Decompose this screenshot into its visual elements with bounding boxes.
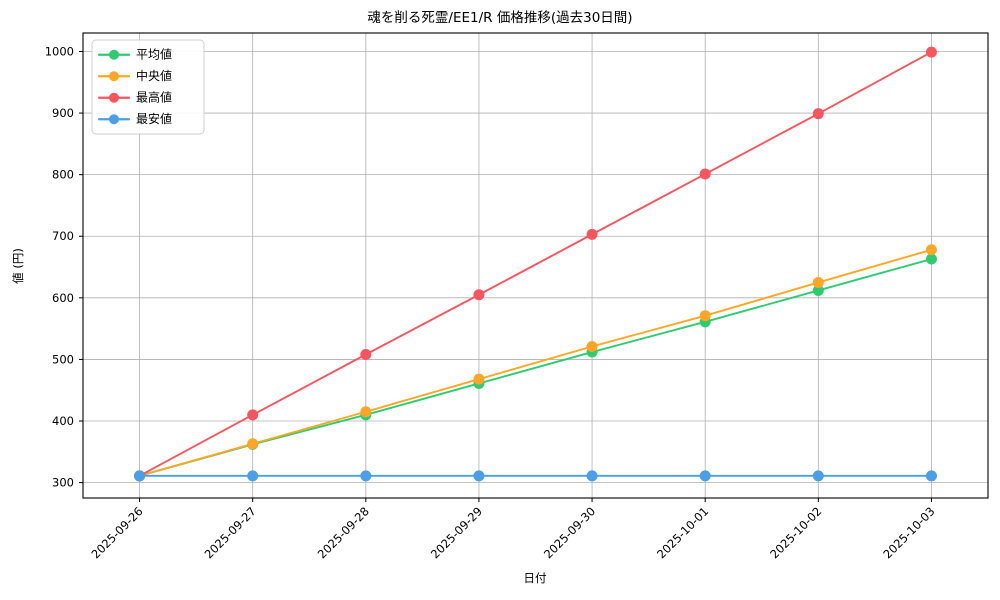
- series-line: [138, 258, 933, 477]
- data-point: [586, 470, 598, 482]
- legend-marker-icon: [109, 92, 119, 103]
- series-line: [138, 51, 933, 477]
- data-point: [925, 470, 937, 482]
- data-point: [925, 46, 937, 58]
- y-tick-label: 300: [52, 476, 74, 490]
- data-point: [473, 373, 485, 385]
- series-3: [134, 46, 937, 482]
- data-point: [247, 470, 259, 482]
- data-point: [360, 349, 372, 360]
- x-tick-label: 2025-09-30: [541, 504, 598, 561]
- legend-marker-icon: [109, 71, 119, 82]
- legend-marker-icon: [109, 49, 119, 60]
- data-point: [699, 470, 711, 482]
- data-point: [247, 438, 259, 450]
- y-axis-ticks: 300 400 500 600 700 800 900 1000: [45, 44, 83, 490]
- data-point: [925, 244, 937, 256]
- legend-label: 最安値: [136, 111, 172, 126]
- x-tick-label: 2025-09-27: [202, 504, 259, 561]
- data-point: [586, 340, 598, 352]
- x-axis-label: 日付: [524, 571, 547, 585]
- x-tick-label: 2025-09-28: [315, 504, 372, 561]
- series-line: [138, 248, 933, 477]
- series-2: [134, 244, 937, 482]
- y-tick-label: 1000: [45, 44, 74, 58]
- x-tick-label: 2025-10-01: [654, 504, 711, 561]
- plot-frame: [82, 32, 989, 499]
- gridlines: [83, 33, 988, 498]
- legend-label: 最高値: [136, 89, 172, 104]
- legend-item-4[interactable]: 最安値: [97, 111, 172, 126]
- y-tick-label: 600: [52, 291, 74, 305]
- y-tick-label: 700: [52, 229, 74, 243]
- y-tick-label: 500: [52, 352, 74, 366]
- y-axis-label: 値 (円): [11, 248, 25, 284]
- x-tick-label: 2025-10-03: [880, 504, 937, 561]
- y-tick-label: 800: [52, 168, 74, 182]
- data-point: [586, 228, 598, 240]
- data-point: [812, 276, 824, 288]
- legend-item-3[interactable]: 最高値: [97, 89, 172, 104]
- data-point: [247, 409, 259, 421]
- data-point: [699, 310, 711, 322]
- data-point: [360, 470, 372, 482]
- x-tick-label: 2025-09-29: [428, 504, 485, 561]
- data-point: [360, 406, 372, 418]
- series-4: [134, 470, 937, 482]
- data-point: [812, 108, 824, 120]
- data-point: [925, 253, 937, 265]
- data-point: [473, 289, 485, 301]
- x-axis-ticks: 2025-09-26 2025-09-27 2025-09-28 2025-09-29…: [89, 498, 938, 561]
- data-point: [473, 470, 485, 482]
- x-tick-label: 2025-09-26: [89, 504, 146, 561]
- legend-item-2[interactable]: 中央値: [97, 68, 172, 83]
- y-tick-label: 900: [52, 106, 74, 120]
- x-tick-label: 2025-10-02: [767, 504, 824, 561]
- data-point: [699, 168, 711, 180]
- series-layer: [134, 46, 937, 482]
- legend-box: [91, 39, 205, 135]
- page-title: 魂を削る死霊/EE1/R 価格推移(過去30日間): [367, 10, 632, 26]
- axes-frame: [82, 32, 989, 499]
- legend-label: 中央値: [136, 68, 172, 83]
- legend-marker-icon: [109, 114, 119, 125]
- legend-item-1[interactable]: 平均値: [97, 46, 172, 61]
- y-tick-label: 400: [52, 414, 74, 428]
- data-point: [134, 470, 146, 482]
- legend-label: 平均値: [136, 46, 172, 61]
- data-point: [812, 470, 824, 482]
